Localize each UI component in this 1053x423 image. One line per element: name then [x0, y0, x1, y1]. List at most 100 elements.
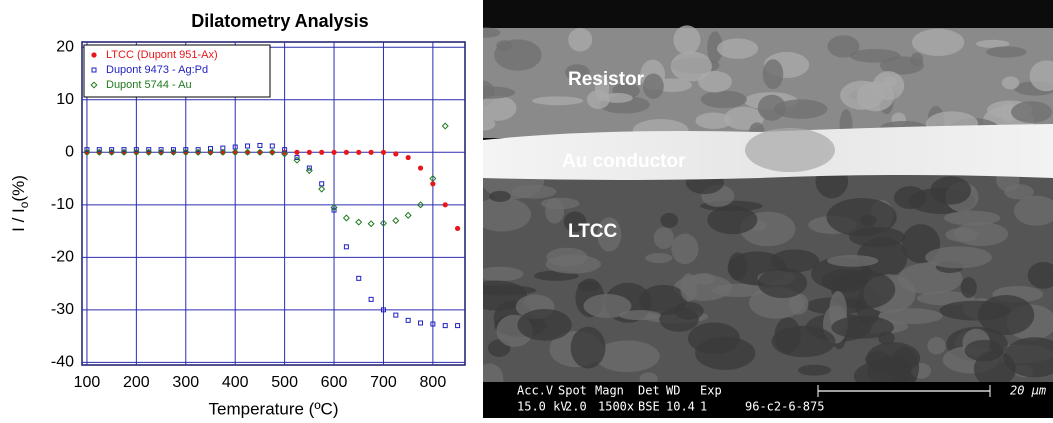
grain: [757, 94, 786, 121]
data-point: [455, 323, 461, 329]
grain: [660, 212, 679, 228]
grain: [944, 210, 1001, 226]
grain: [860, 214, 877, 226]
grain: [771, 325, 836, 358]
data-point: [158, 147, 164, 153]
x-tick-label: 700: [370, 374, 397, 391]
data-point: [207, 146, 213, 152]
y-tick-label: -10: [51, 196, 74, 213]
grain: [642, 73, 664, 99]
grain: [565, 64, 590, 81]
grain: [653, 227, 674, 249]
y-tick-label: 10: [56, 91, 74, 108]
data-point: [170, 147, 176, 153]
data-point: [109, 147, 115, 153]
info-value: 2.0: [565, 400, 587, 414]
data-point: [405, 317, 411, 323]
data-point: [319, 149, 325, 155]
data-point: [379, 219, 387, 227]
grain: [911, 28, 965, 57]
data-point: [454, 225, 461, 232]
layer-label: Resistor: [568, 69, 645, 90]
data-point: [331, 207, 337, 213]
grain: [711, 283, 765, 297]
grain: [773, 99, 828, 119]
grain: [671, 233, 699, 265]
data-point: [282, 149, 288, 155]
grain: [698, 70, 732, 93]
data-point: [405, 154, 411, 161]
data-point: [380, 149, 387, 155]
y-tick-label: -30: [51, 301, 74, 318]
grain: [964, 339, 1004, 362]
data-point: [306, 165, 312, 171]
data-point: [343, 244, 349, 250]
data-point: [342, 214, 350, 222]
grain: [695, 112, 733, 129]
data-point: [83, 148, 91, 156]
grain: [788, 293, 809, 315]
legend-marker: [91, 67, 97, 73]
data-point: [157, 148, 165, 156]
grain: [577, 280, 600, 292]
data-point: [368, 149, 374, 155]
data-point: [368, 296, 374, 302]
grain: [960, 277, 977, 299]
grain: [531, 96, 584, 106]
layer-label: LTCC: [568, 221, 618, 242]
grain: [540, 197, 580, 210]
data-point: [268, 148, 276, 156]
grain: [568, 28, 593, 52]
y-tick-label: -40: [51, 354, 74, 371]
data-point: [393, 151, 399, 157]
grain: [762, 59, 784, 90]
data-point: [429, 175, 437, 183]
data-point: [441, 122, 449, 130]
data-point: [244, 149, 251, 155]
data-point: [256, 148, 264, 156]
grain: [1013, 195, 1053, 226]
data-point: [305, 167, 313, 175]
grain: [975, 39, 1010, 48]
info-header: Det: [638, 384, 660, 398]
grain: [570, 326, 606, 369]
data-point: [169, 148, 177, 156]
grain: [717, 38, 759, 59]
y-tick-label: 20: [56, 38, 74, 55]
info-header: Acc.V: [517, 384, 553, 398]
data-point: [380, 307, 386, 313]
info-header: Spot: [558, 384, 587, 398]
legend-marker: [90, 81, 98, 89]
data-point: [430, 181, 436, 187]
grain: [930, 176, 972, 205]
info-value: 1: [700, 400, 707, 414]
data-point: [121, 147, 127, 153]
grain: [483, 27, 501, 38]
grain: [494, 39, 542, 71]
micrograph: [483, 0, 1053, 418]
grain: [889, 346, 920, 388]
y-axis-label-part: o: [17, 201, 31, 208]
legend-box: [83, 44, 271, 98]
y-tick-label: -20: [51, 249, 74, 266]
grain: [595, 340, 660, 373]
data-point: [442, 323, 448, 329]
grain: [1004, 184, 1034, 200]
info-bar: [483, 382, 1053, 418]
scale-label: 20 µm: [1010, 384, 1046, 398]
data-point: [84, 147, 90, 153]
grain: [1003, 337, 1053, 378]
grain: [489, 190, 511, 202]
data-point: [194, 148, 202, 156]
data-point: [95, 148, 103, 156]
grain: [597, 217, 622, 252]
legend-label: Dupont 9473 - Ag:Pd: [106, 64, 208, 76]
y-axis-label-part: (%): [9, 175, 28, 201]
grain: [872, 71, 905, 101]
data-point: [356, 149, 362, 155]
data-point: [417, 201, 425, 209]
info-header: WD: [666, 384, 680, 398]
grain: [827, 255, 879, 267]
data-point: [269, 149, 275, 155]
x-tick-label: 600: [321, 374, 348, 391]
